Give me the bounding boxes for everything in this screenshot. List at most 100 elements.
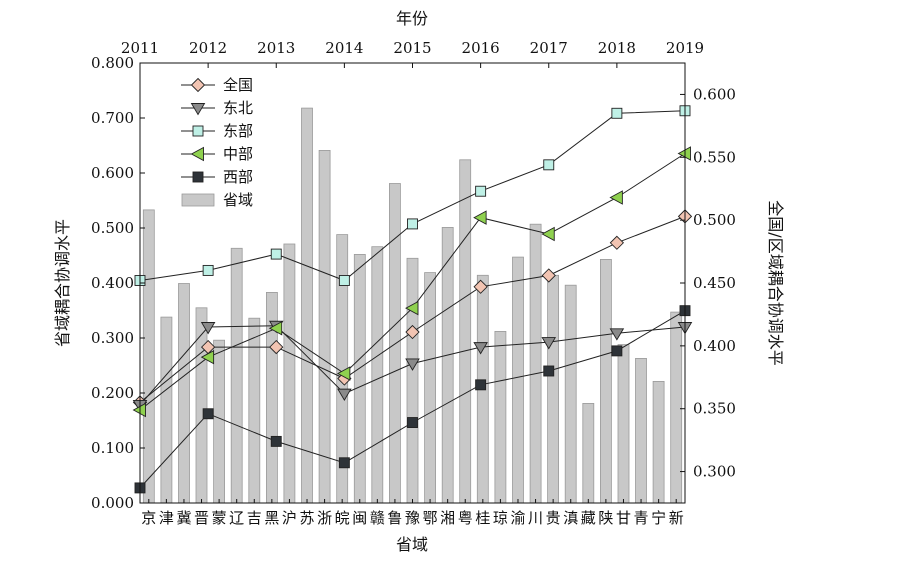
legend-label-2: 东北 [223,99,253,117]
bar-6 [230,247,243,504]
series-4-point-5 [405,300,419,316]
right-tick-label-7: 0.600 [693,85,736,103]
right-tick-label-6: 0.550 [693,148,736,166]
series-2-point-2 [200,322,216,335]
series-4-point-3 [268,321,283,336]
series-1-point-3 [269,339,284,355]
left-tick-label-2: 0.100 [91,439,134,457]
series-5-point-6 [475,379,487,391]
top-tick-label-8: 2018 [598,39,636,57]
series-4 [132,146,691,418]
top-tick-label-1: 2011 [121,39,159,57]
legend-marker-2 [190,103,206,116]
top-axis-title: 年份 [396,9,428,28]
series-5-point-3 [270,435,282,447]
left-tick-label-6: 0.500 [91,219,134,237]
bar-25 [564,284,577,504]
top-tick-label-3: 2013 [257,39,295,57]
province-label-1: 京 [141,509,156,527]
series-3-point-4 [338,275,350,286]
right-tick-label-4: 0.450 [693,274,736,292]
series-2-point-4 [337,388,352,402]
series-5-point-4 [338,457,350,469]
legend-item-5: 西部 [181,168,253,186]
series-1-point-8 [609,235,625,250]
top-tick-label-6: 2016 [462,39,500,57]
province-label-29: 青 [634,509,649,527]
province-label-31: 新 [669,509,684,527]
bar-23 [529,223,542,504]
bar-14 [371,246,384,504]
series-2-point-8 [609,328,625,341]
province-label-22: 渝 [510,509,525,527]
province-label-3: 冀 [176,509,191,527]
series-1-point-7 [541,268,556,283]
bar-13 [353,253,366,504]
province-label-23: 川 [528,509,543,527]
right-tick-label-1: 0.300 [693,463,736,481]
province-label-6: 辽 [229,509,244,527]
province-label-4: 晋 [194,509,209,527]
legend-marker-3 [192,125,204,137]
bar-11 [318,149,331,504]
series-line-3 [139,110,686,282]
bar-27 [600,258,612,504]
series-4-point-6 [473,210,487,225]
legend-item-bars: 省域 [181,191,253,209]
province-label-15: 鲁 [387,509,402,527]
bar-15 [388,183,401,504]
series-3-point-7 [543,159,555,171]
series-2-point-6 [473,342,488,355]
province-label-14: 赣 [370,509,385,527]
top-tick-label-7: 2017 [530,39,568,57]
series-3-point-8 [611,107,623,119]
province-label-9: 沪 [282,509,297,527]
bar-19 [459,159,472,504]
right-tick-label-5: 0.500 [693,211,736,229]
series-5-point-7 [543,365,555,377]
bar-2 [160,316,173,504]
left-tick-label-8: 0.700 [91,109,134,127]
legend-marker-5 [192,171,204,183]
bar-24 [547,274,559,504]
province-label-21: 琼 [493,509,508,527]
series-5-point-8 [611,345,623,357]
legend-label-bars: 省域 [223,191,253,209]
left-tick-label-5: 0.400 [91,274,134,292]
series-5-point-2 [202,408,214,420]
left-tick-label-3: 0.200 [91,384,134,402]
axes-layer: 0.000 0.100 0.200 0.300 0.400 0.500 0.600 0.700… [91,39,736,527]
legend-marker-4 [190,146,204,162]
series-4-point-7 [541,226,555,242]
bar-28 [617,344,630,504]
left-tick-label-4: 0.300 [91,329,134,347]
right-tick-label-2: 0.350 [693,400,736,418]
legend-item-1: 全国 [181,76,253,94]
series-4-point-2 [200,349,215,365]
legend-label-3: 东部 [223,122,253,140]
province-label-18: 湘 [440,509,455,527]
series-3-point-2 [202,264,214,276]
bar-7 [248,317,261,504]
legend-item-2: 东北 [181,99,253,117]
province-label-5: 蒙 [212,509,227,527]
bar-26 [582,402,595,504]
legend-bar-swatch [181,193,215,207]
province-label-7: 吉 [247,509,262,527]
bottom-axis-title: 省域 [396,535,428,554]
series-4-point-4 [336,366,351,381]
series-4-point-8 [609,190,623,205]
province-label-25: 滇 [563,509,578,527]
right-axis-title: 全国/区域耦合协调水平 [766,200,785,365]
left-axis-title: 省域耦合协调水平 [53,219,72,347]
bar-5 [213,339,226,504]
bar-17 [424,272,437,504]
province-label-26: 藏 [581,509,596,527]
province-label-28: 甘 [616,509,631,527]
bar-18 [441,226,454,504]
province-label-8: 黑 [264,509,279,527]
province-label-30: 宁 [651,509,666,527]
series-3-point-6 [475,185,487,197]
bar-31 [670,311,683,504]
legend-label-4: 中部 [223,145,253,163]
